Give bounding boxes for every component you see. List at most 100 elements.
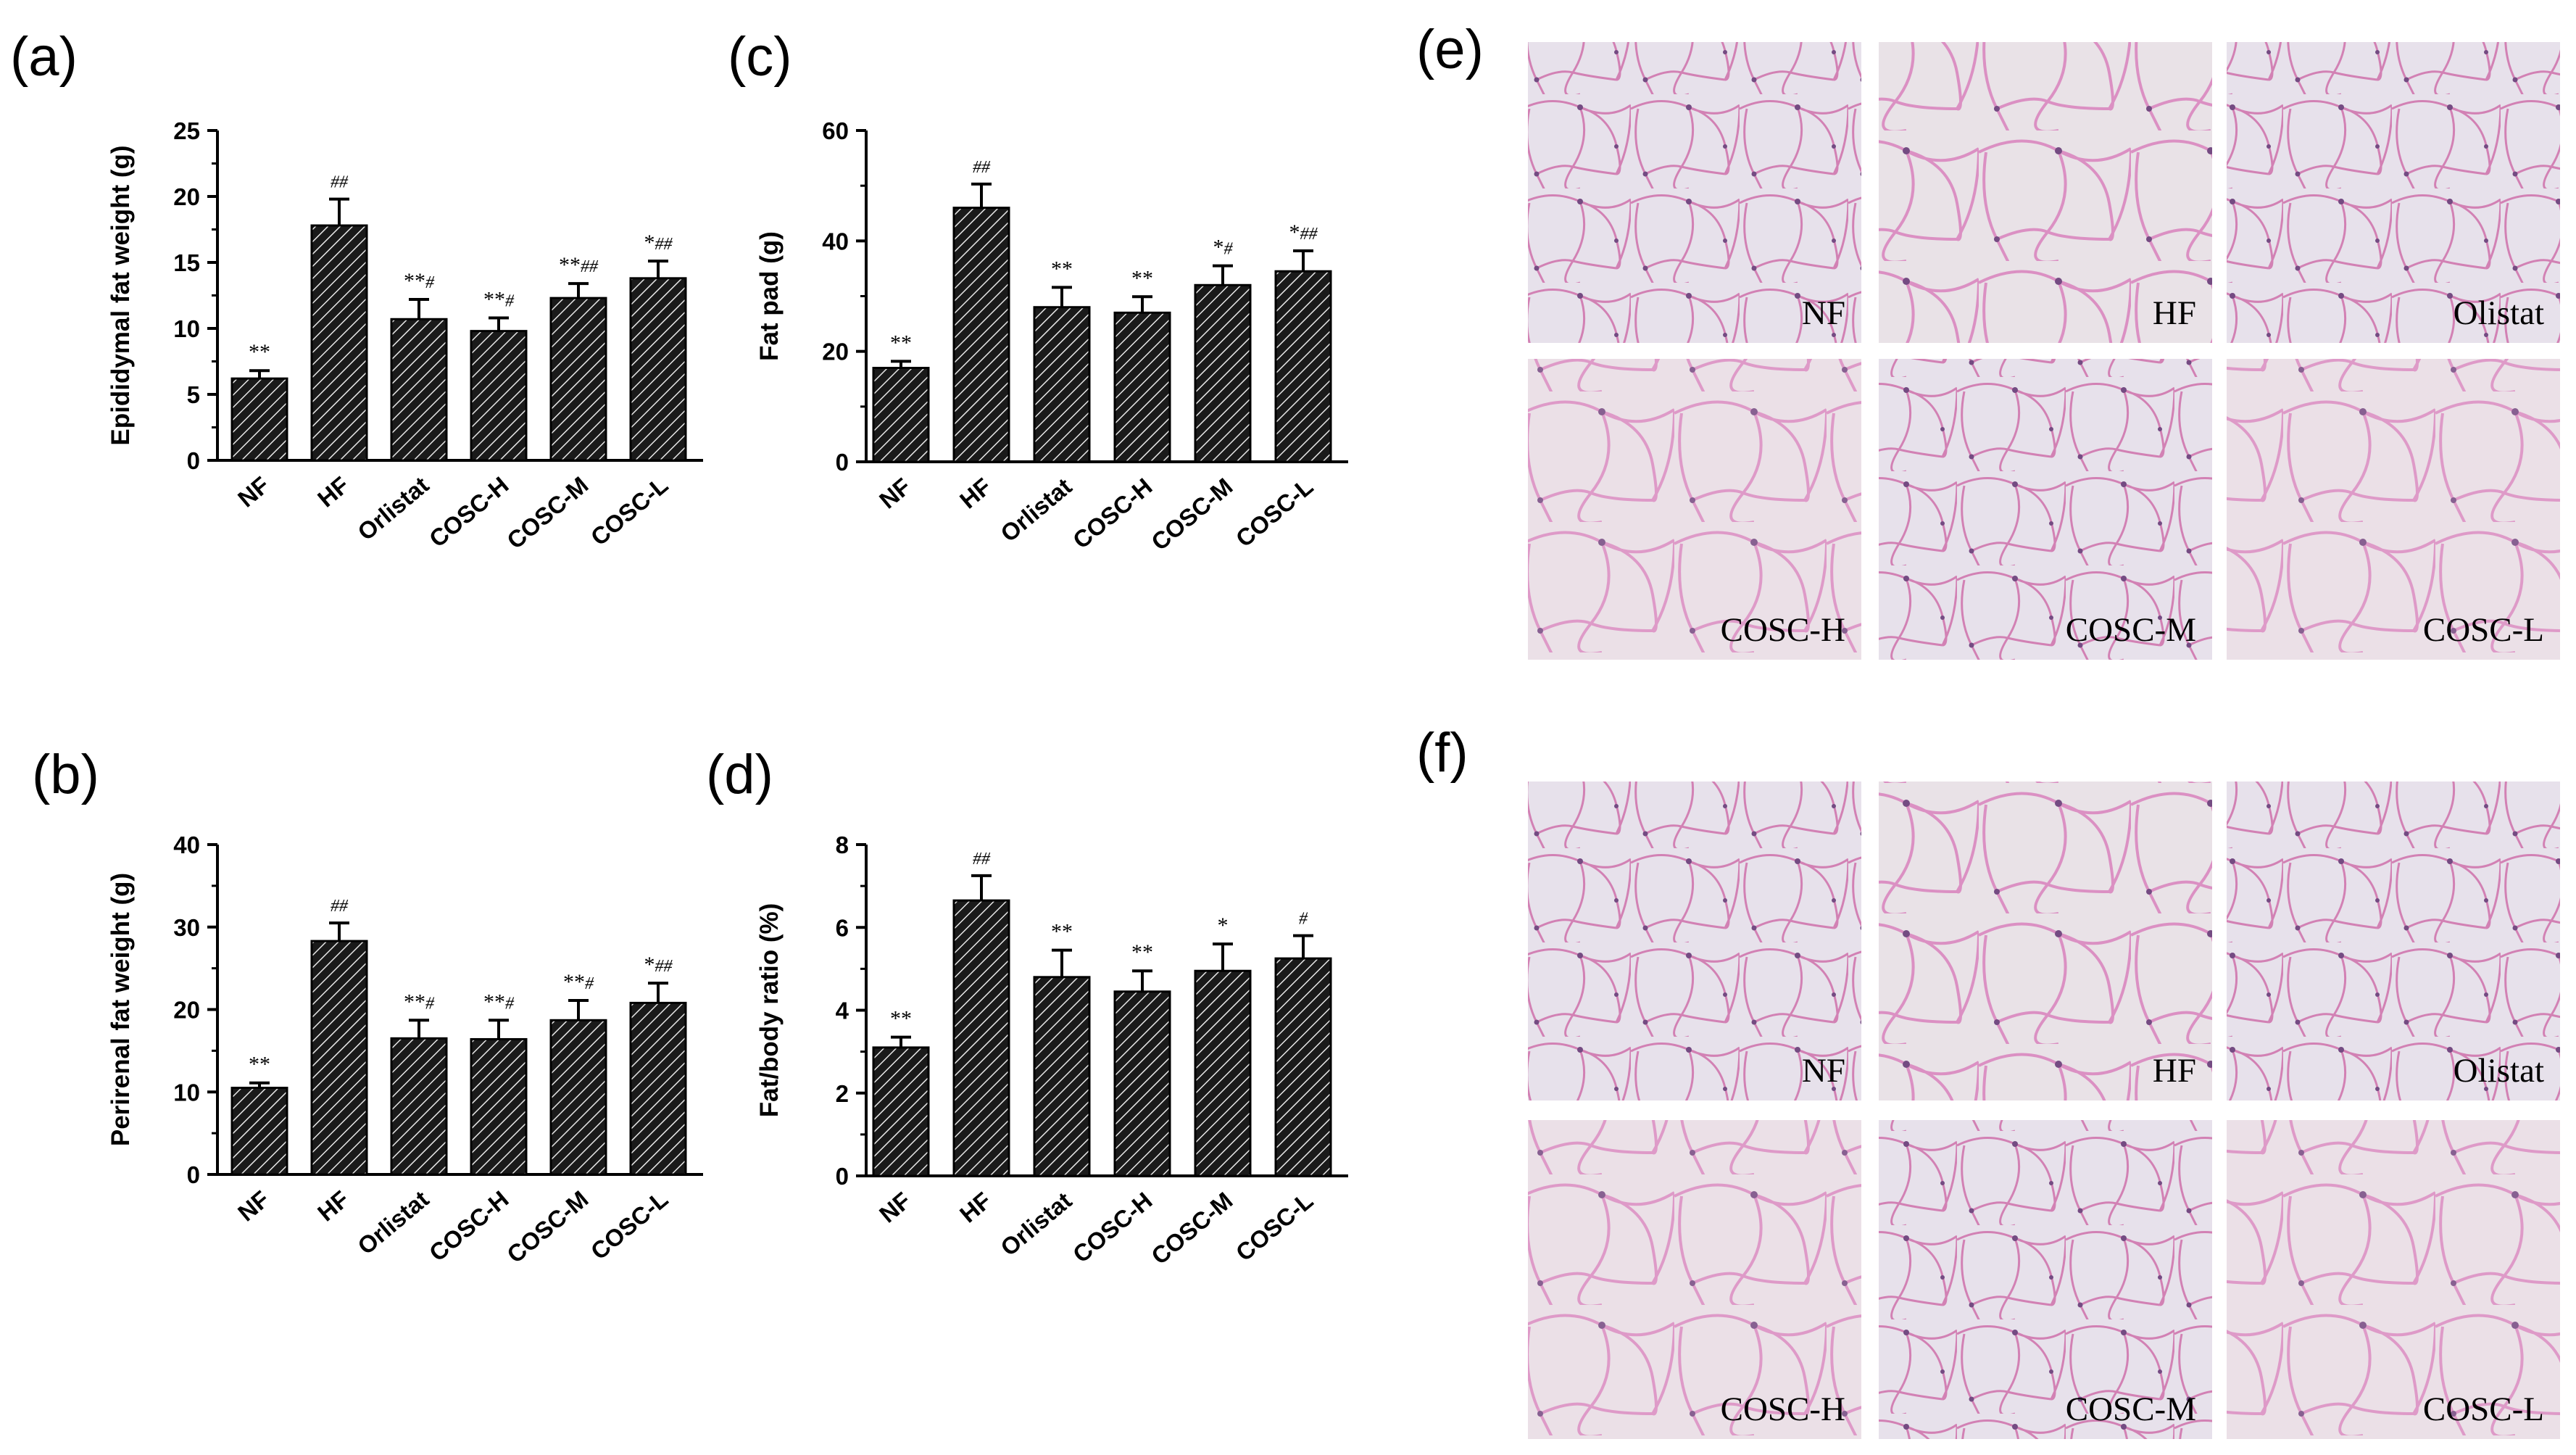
- micrograph-image: [1879, 359, 2212, 660]
- micrograph-image: [2227, 42, 2560, 343]
- bar: [470, 330, 528, 462]
- bar: [230, 1087, 288, 1176]
- micrograph-image: [1528, 1120, 1861, 1439]
- y-axis-title: Perirenal fat weight (g): [107, 873, 135, 1146]
- micrograph-image: [2227, 359, 2560, 660]
- bar: [1033, 306, 1091, 463]
- y-tick-label: 40: [822, 228, 849, 254]
- bar: [470, 1037, 528, 1176]
- category-label: COSC-M: [502, 1185, 593, 1268]
- significance-label: **: [890, 331, 912, 355]
- y-tick-label: 2: [836, 1080, 849, 1107]
- micrograph-tint: [1879, 359, 2212, 660]
- category-label: COSC-M: [1146, 473, 1237, 555]
- micrograph-image: [1879, 782, 2212, 1100]
- micrograph-tile: NF: [1528, 42, 1861, 343]
- bar: [1274, 957, 1332, 1177]
- significance-label: **: [249, 340, 270, 364]
- significance-label: ##: [331, 173, 349, 192]
- category-label: COSC-H: [1068, 1187, 1158, 1268]
- significance-label: **##: [559, 253, 599, 277]
- category-label: Orlistat: [995, 1187, 1076, 1261]
- y-axis-title: Fat pad (g): [755, 231, 784, 361]
- bar: [1113, 311, 1171, 463]
- micrograph-tile: COSC-L: [2227, 359, 2560, 660]
- micrograph-label: Olistat: [2454, 294, 2544, 332]
- significance-label: #: [1299, 910, 1308, 929]
- y-tick-label: 0: [836, 1163, 849, 1190]
- bar: [390, 1037, 448, 1176]
- category-label: HF: [955, 1187, 996, 1228]
- y-axis-title: Epididymal fat weight (g): [107, 145, 135, 445]
- significance-label: *##: [644, 953, 673, 977]
- micrograph-label: HF: [2153, 294, 2196, 332]
- significance-label: ##: [973, 158, 991, 177]
- y-axis-title: Fat/body ratio (%): [755, 903, 784, 1118]
- micrograph-tint: [1528, 359, 1861, 660]
- category-label: NF: [233, 1185, 274, 1227]
- y-tick-label: 0: [187, 447, 200, 474]
- micrograph-label: HF: [2153, 1052, 2196, 1090]
- bar: [872, 367, 930, 463]
- significance-label: **#: [483, 990, 515, 1013]
- bar: [629, 1001, 687, 1176]
- micrograph-label: COSC-L: [2423, 611, 2544, 649]
- bar: [310, 940, 368, 1176]
- significance-label: **: [890, 1007, 912, 1031]
- bar: [1194, 283, 1252, 463]
- bar: [549, 1019, 607, 1176]
- y-tick-label: 10: [173, 315, 200, 342]
- micrograph-label: NF: [1802, 294, 1845, 332]
- significance-label: *##: [1289, 220, 1318, 244]
- bar: [952, 207, 1010, 463]
- micrograph-tile: COSC-M: [1879, 359, 2212, 660]
- micrograph-tint: [2227, 359, 2560, 660]
- y-tick-label: 4: [836, 998, 849, 1024]
- significance-label: **: [1051, 920, 1073, 944]
- micrograph-tile: COSC-L: [2227, 1120, 2560, 1439]
- significance-label: ##: [331, 897, 349, 916]
- micrograph-label: COSC-H: [1721, 1390, 1845, 1428]
- y-tick-label: 20: [173, 183, 200, 210]
- significance-label: **#: [404, 269, 435, 293]
- category-label: COSC-M: [1146, 1187, 1237, 1269]
- significance-label: **: [1131, 940, 1153, 964]
- micrograph-image: [1528, 42, 1861, 343]
- category-label: Orlistat: [352, 1185, 433, 1260]
- micrograph-tint: [1528, 42, 1861, 343]
- category-label: NF: [874, 473, 915, 514]
- y-tick-label: 0: [187, 1161, 200, 1188]
- micrograph-tile: Olistat: [2227, 782, 2560, 1100]
- bar: [629, 277, 687, 462]
- bar: [310, 224, 368, 462]
- bar: [230, 377, 288, 462]
- micrograph-label: Olistat: [2454, 1052, 2544, 1090]
- bar: [1194, 969, 1252, 1177]
- panel-label-b: (b): [32, 744, 99, 805]
- y-tick-label: 0: [836, 449, 849, 476]
- y-tick-label: 20: [822, 339, 849, 365]
- micrograph-tile: COSC-H: [1528, 1120, 1861, 1439]
- micrograph-label: COSC-M: [2066, 611, 2196, 649]
- category-label: COSC-L: [586, 471, 673, 551]
- micrograph-tile: HF: [1879, 782, 2212, 1100]
- micrograph-tile: COSC-M: [1879, 1120, 2212, 1439]
- bar: [390, 318, 448, 462]
- micrograph-label: COSC-H: [1721, 611, 1845, 649]
- micrograph-tint: [1879, 1120, 2212, 1439]
- y-tick-label: 60: [822, 117, 849, 144]
- significance-label: **: [1131, 266, 1153, 290]
- micrograph-image: [2227, 782, 2560, 1100]
- y-tick-label: 5: [187, 381, 200, 408]
- y-tick-label: 40: [173, 832, 200, 858]
- category-label: COSC-L: [1231, 473, 1318, 552]
- bar: [1033, 976, 1091, 1177]
- category-label: NF: [233, 471, 274, 513]
- y-tick-label: 10: [173, 1079, 200, 1106]
- significance-label: *: [1218, 913, 1229, 937]
- micrograph-tile: HF: [1879, 42, 2212, 343]
- y-tick-label: 20: [173, 997, 200, 1024]
- micrograph-image: [1879, 1120, 2212, 1439]
- category-label: COSC-H: [1068, 473, 1158, 554]
